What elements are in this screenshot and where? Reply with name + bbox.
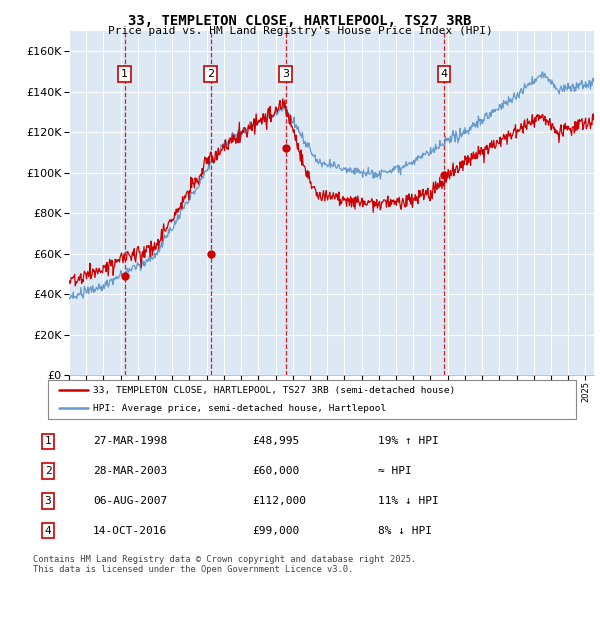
Text: 1: 1 <box>44 436 52 446</box>
Text: 06-AUG-2007: 06-AUG-2007 <box>93 496 167 506</box>
Text: £60,000: £60,000 <box>252 466 299 476</box>
Text: £112,000: £112,000 <box>252 496 306 506</box>
Text: 2: 2 <box>207 69 214 79</box>
Text: 33, TEMPLETON CLOSE, HARTLEPOOL, TS27 3RB (semi-detached house): 33, TEMPLETON CLOSE, HARTLEPOOL, TS27 3R… <box>93 386 455 395</box>
Text: HPI: Average price, semi-detached house, Hartlepool: HPI: Average price, semi-detached house,… <box>93 404 386 413</box>
Text: 4: 4 <box>44 526 52 536</box>
Text: 1: 1 <box>121 69 128 79</box>
Text: 19% ↑ HPI: 19% ↑ HPI <box>378 436 439 446</box>
Text: 33, TEMPLETON CLOSE, HARTLEPOOL, TS27 3RB: 33, TEMPLETON CLOSE, HARTLEPOOL, TS27 3R… <box>128 14 472 29</box>
Text: Contains HM Land Registry data © Crown copyright and database right 2025.
This d: Contains HM Land Registry data © Crown c… <box>33 555 416 574</box>
Text: 3: 3 <box>44 496 52 506</box>
Text: 2: 2 <box>44 466 52 476</box>
Text: Price paid vs. HM Land Registry's House Price Index (HPI): Price paid vs. HM Land Registry's House … <box>107 26 493 36</box>
Text: 11% ↓ HPI: 11% ↓ HPI <box>378 496 439 506</box>
Text: 8% ↓ HPI: 8% ↓ HPI <box>378 526 432 536</box>
Text: £99,000: £99,000 <box>252 526 299 536</box>
Text: 28-MAR-2003: 28-MAR-2003 <box>93 466 167 476</box>
Text: 3: 3 <box>282 69 289 79</box>
Text: 4: 4 <box>440 69 448 79</box>
Text: £48,995: £48,995 <box>252 436 299 446</box>
Text: 14-OCT-2016: 14-OCT-2016 <box>93 526 167 536</box>
Text: 27-MAR-1998: 27-MAR-1998 <box>93 436 167 446</box>
Text: ≈ HPI: ≈ HPI <box>378 466 412 476</box>
